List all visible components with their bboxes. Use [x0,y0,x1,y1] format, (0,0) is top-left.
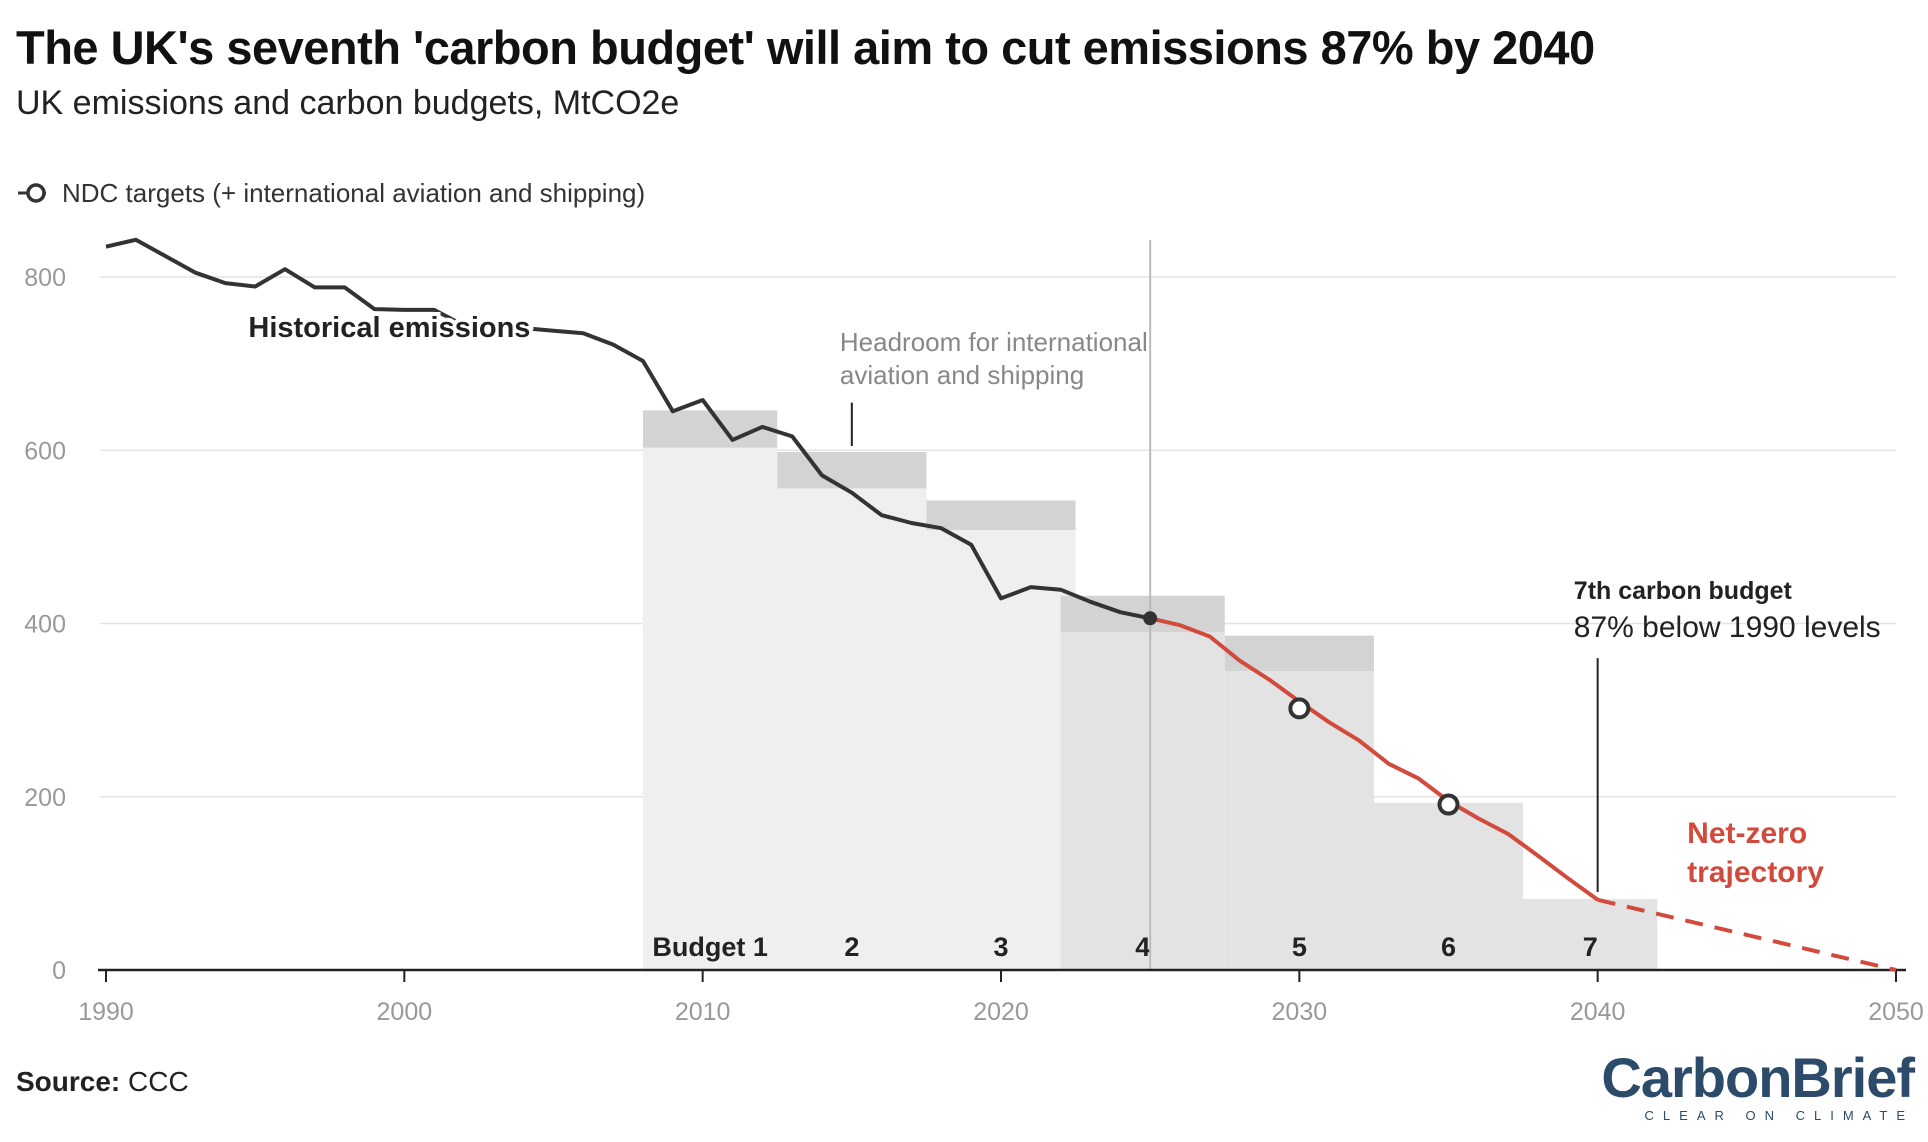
carbon-budget-bar [1523,898,1658,970]
historical-emissions-label: Historical emissions [248,312,530,344]
headroom-bar [926,500,1076,530]
x-tick-label: 2050 [1868,998,1924,1026]
emission-series [105,237,1897,972]
x-tick-label: 2030 [1272,998,1328,1026]
target-markers [1143,611,1460,816]
current-emissions-point [1143,611,1158,626]
carbon-budget-bar [926,529,1076,970]
budget-label: 5 [1292,932,1307,962]
carbon-budget-bar [643,447,778,970]
historical-emissions-line [105,237,1151,621]
ndc-legend-marker-icon [18,183,46,203]
budget-label: 4 [1135,932,1150,962]
source-label: Source: [16,1066,121,1097]
headroom-label-line1: Headroom for international [840,327,1148,357]
y-tick-label: 800 [24,264,66,292]
legend-ndc-label: NDC targets (+ international aviation an… [62,177,646,208]
cb7-title-label: 7th carbon budget [1574,577,1793,605]
carbon-budget-bar [1060,632,1225,970]
logo-wordmark: CarbonBrief [1601,1046,1915,1109]
netzero-label-line2: trajectory [1687,856,1824,889]
netzero-trajectory-dashed-line [1597,897,1897,972]
budget-label: 2 [844,932,859,962]
y-tick-label: 600 [24,437,66,465]
carbon-budget-bar [777,488,927,970]
x-tick-label: 2040 [1570,998,1626,1026]
y-axis-ticks: 0 200 400 600 800 [24,264,66,985]
annotations: Historical emissions Headroom for intern… [244,308,1881,893]
legend: NDC targets (+ international aviation an… [16,176,645,210]
y-tick-label: 200 [24,784,66,812]
netzero-label-line1: Net-zero [1687,817,1807,850]
source-value: CCC [128,1066,189,1097]
netzero-trajectory-line [1149,616,1599,902]
logo-tagline: CLEAR ON CLIMATE [1644,1108,1914,1123]
carbon-budget-bar [1224,671,1374,970]
budget-label: Budget 1 [652,932,768,962]
x-axis-ticks: 1990 2000 2010 2020 2030 2040 2050 [78,970,1924,1026]
x-tick-label: 2020 [973,998,1029,1026]
headroom-label-line2: aviation and shipping [840,360,1084,390]
x-tick-label: 2000 [377,998,433,1026]
y-tick-label: 400 [24,611,66,639]
budget-label: 6 [1441,932,1456,962]
cb7-detail-label: 87% below 1990 levels [1574,611,1881,644]
chart-title: The UK's seventh 'carbon budget' will ai… [16,21,1595,74]
x-tick-label: 1990 [78,998,134,1026]
x-tick-label: 2010 [675,998,731,1026]
source-note: Source: CCC [16,1066,189,1098]
ndc-target-marker [1288,697,1311,720]
y-tick-label: 0 [52,957,66,985]
chart-subtitle: UK emissions and carbon budgets, MtCO2e [16,84,680,122]
headroom-bar [777,451,927,489]
budget-label: 7 [1583,932,1598,962]
carbonbrief-logo: CarbonBrief CLEAR ON CLIMATE [1601,1046,1915,1124]
carbon-budget-blocks: Budget 1 2 3 4 5 6 7 [643,410,1658,970]
budget-label: 3 [993,932,1008,962]
ndc-target-marker [1437,793,1460,816]
